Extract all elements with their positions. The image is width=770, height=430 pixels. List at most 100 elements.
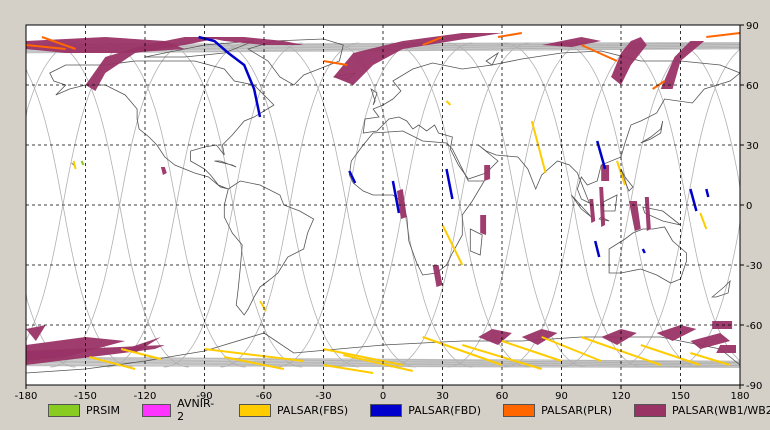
orbit-track — [163, 42, 303, 368]
swath-palsar-wb — [484, 165, 491, 181]
swath-palsar-plr — [25, 44, 66, 50]
swath-palsar-wb — [160, 167, 167, 175]
coastline-australia — [608, 226, 687, 284]
orbit-track — [447, 42, 587, 368]
island-outline — [571, 194, 592, 218]
swath-palsar-wb — [716, 345, 736, 353]
swath-palsar-plr — [323, 60, 348, 66]
swath-palsar-fbs — [690, 352, 731, 366]
swath-palsar-wb — [521, 329, 558, 345]
x-tick-label: 90 — [555, 391, 568, 402]
swath-palsar-fbs — [224, 356, 284, 370]
swath-palsar-plr — [706, 32, 741, 38]
x-tick-label: -120 — [134, 391, 157, 402]
coastline-africa — [348, 130, 485, 276]
x-tick-label: 180 — [730, 391, 749, 402]
y-tick-label: 60 — [746, 81, 759, 92]
y-tick-label: -90 — [746, 381, 762, 392]
swath-palsar-fbd — [445, 168, 454, 200]
swath-palsar-wb — [85, 37, 225, 91]
x-tick-label: -90 — [196, 391, 212, 402]
swath-palsar-wb — [690, 333, 731, 349]
swath-palsar-fbd — [348, 170, 357, 184]
coastline-eurasia — [362, 50, 741, 204]
legend-swatch — [48, 403, 80, 417]
legend-item-palsar-fbs: PALSAR(FBS) — [239, 403, 349, 417]
island-outline — [370, 88, 378, 106]
swath-palsar-wb — [396, 189, 407, 219]
island-outline — [642, 206, 681, 226]
swath-palsar-fbs — [89, 356, 136, 370]
swath-palsar-fbs — [323, 348, 403, 366]
island-outline — [214, 160, 237, 168]
coastline-north-america — [49, 60, 275, 190]
swath-palsar-fbs — [640, 344, 701, 366]
swath-palsar-wb — [601, 165, 610, 181]
legend-swatch — [634, 403, 666, 417]
swath-palsar-wb — [480, 215, 487, 235]
swath-palsar-fbs — [441, 224, 464, 266]
swath-palsar-fbs — [445, 100, 452, 106]
island-outline — [711, 279, 731, 298]
swath-palsar-fbd — [198, 35, 262, 118]
swath-palsar-fbs — [501, 340, 562, 362]
legend-label: PALSAR(FBD) — [408, 403, 482, 417]
orbit-track — [220, 42, 360, 368]
island-outline — [620, 168, 634, 192]
swath-palsar-fbd — [689, 188, 698, 212]
graticule — [26, 25, 740, 385]
legend-item-prsim: PRSIM — [48, 403, 120, 417]
swath-palsar-plr — [497, 32, 522, 38]
swath-palsar-wb — [644, 197, 651, 231]
island-outline — [640, 120, 664, 144]
swath-palsar-fbs — [422, 336, 503, 366]
axis-ticks: -180 -150 -120 -90 -60 -30 0 30 60 90 120 150 180 90 6… — [15, 21, 763, 402]
swath-palsar-fbs — [530, 120, 547, 174]
swath-palsar-plr — [422, 36, 443, 46]
island-outline — [469, 228, 483, 256]
x-tick-label: 30 — [436, 391, 449, 402]
swath-palsar-fbs — [259, 300, 267, 312]
swath-prsim — [80, 160, 85, 166]
y-tick-label: -30 — [746, 261, 762, 272]
legend-label: AVNIR-2 — [177, 397, 215, 423]
x-tick-label: 0 — [380, 391, 386, 402]
swath-palsar-fbd — [595, 140, 607, 170]
swath-palsar-fbd — [705, 188, 710, 198]
polar-track — [25, 364, 741, 368]
swath-palsar-fbs — [616, 160, 626, 186]
y-tick-label: 0 — [746, 201, 752, 212]
x-tick-label: 60 — [496, 391, 509, 402]
swath-palsar-fbs — [323, 364, 374, 374]
y-tick-label: 90 — [746, 21, 759, 32]
swath-palsar-wb — [601, 329, 637, 345]
legend-item-avnir2: AVNIR-2 — [142, 397, 217, 423]
legend-swatch — [239, 403, 271, 417]
legend: PRSIM AVNIR-2 PALSAR(FBS) PALSAR(FBD) PA… — [48, 397, 770, 423]
legend-swatch — [503, 403, 536, 417]
swath-palsar-wb — [611, 37, 647, 85]
swath-palsar-wb — [478, 329, 512, 345]
x-tick-label: 120 — [611, 391, 630, 402]
legend-item-palsar-plr: PALSAR(PLR) — [503, 403, 612, 417]
x-tick-label: -60 — [256, 391, 272, 402]
swath-palsar-wb — [204, 37, 304, 45]
swath-palsar-wb — [26, 325, 46, 341]
swath-palsar-fbs — [541, 336, 602, 362]
legend-label: PALSAR(WB1/WB2) — [672, 403, 770, 417]
x-tick-label: -150 — [74, 391, 97, 402]
legend-label: PALSAR(PLR) — [541, 403, 612, 417]
legend-item-palsar-wb: PALSAR(WB1/WB2) — [634, 403, 770, 417]
swath-palsar-plr — [580, 44, 618, 62]
swath-palsar-wb — [125, 337, 161, 353]
swath-palsar-fbs — [343, 354, 414, 372]
legend-swatch — [142, 403, 172, 417]
swath-palsar-wb — [660, 41, 705, 89]
x-tick-label: -30 — [315, 391, 331, 402]
legend-label: PALSAR(FBS) — [277, 403, 349, 417]
legend-label: PRSIM — [86, 403, 120, 417]
swath-palsar-wb — [599, 187, 606, 227]
swath-palsar-wb — [628, 201, 641, 231]
swath-palsar-wb — [541, 37, 602, 47]
swath-palsar-wb — [333, 33, 502, 85]
